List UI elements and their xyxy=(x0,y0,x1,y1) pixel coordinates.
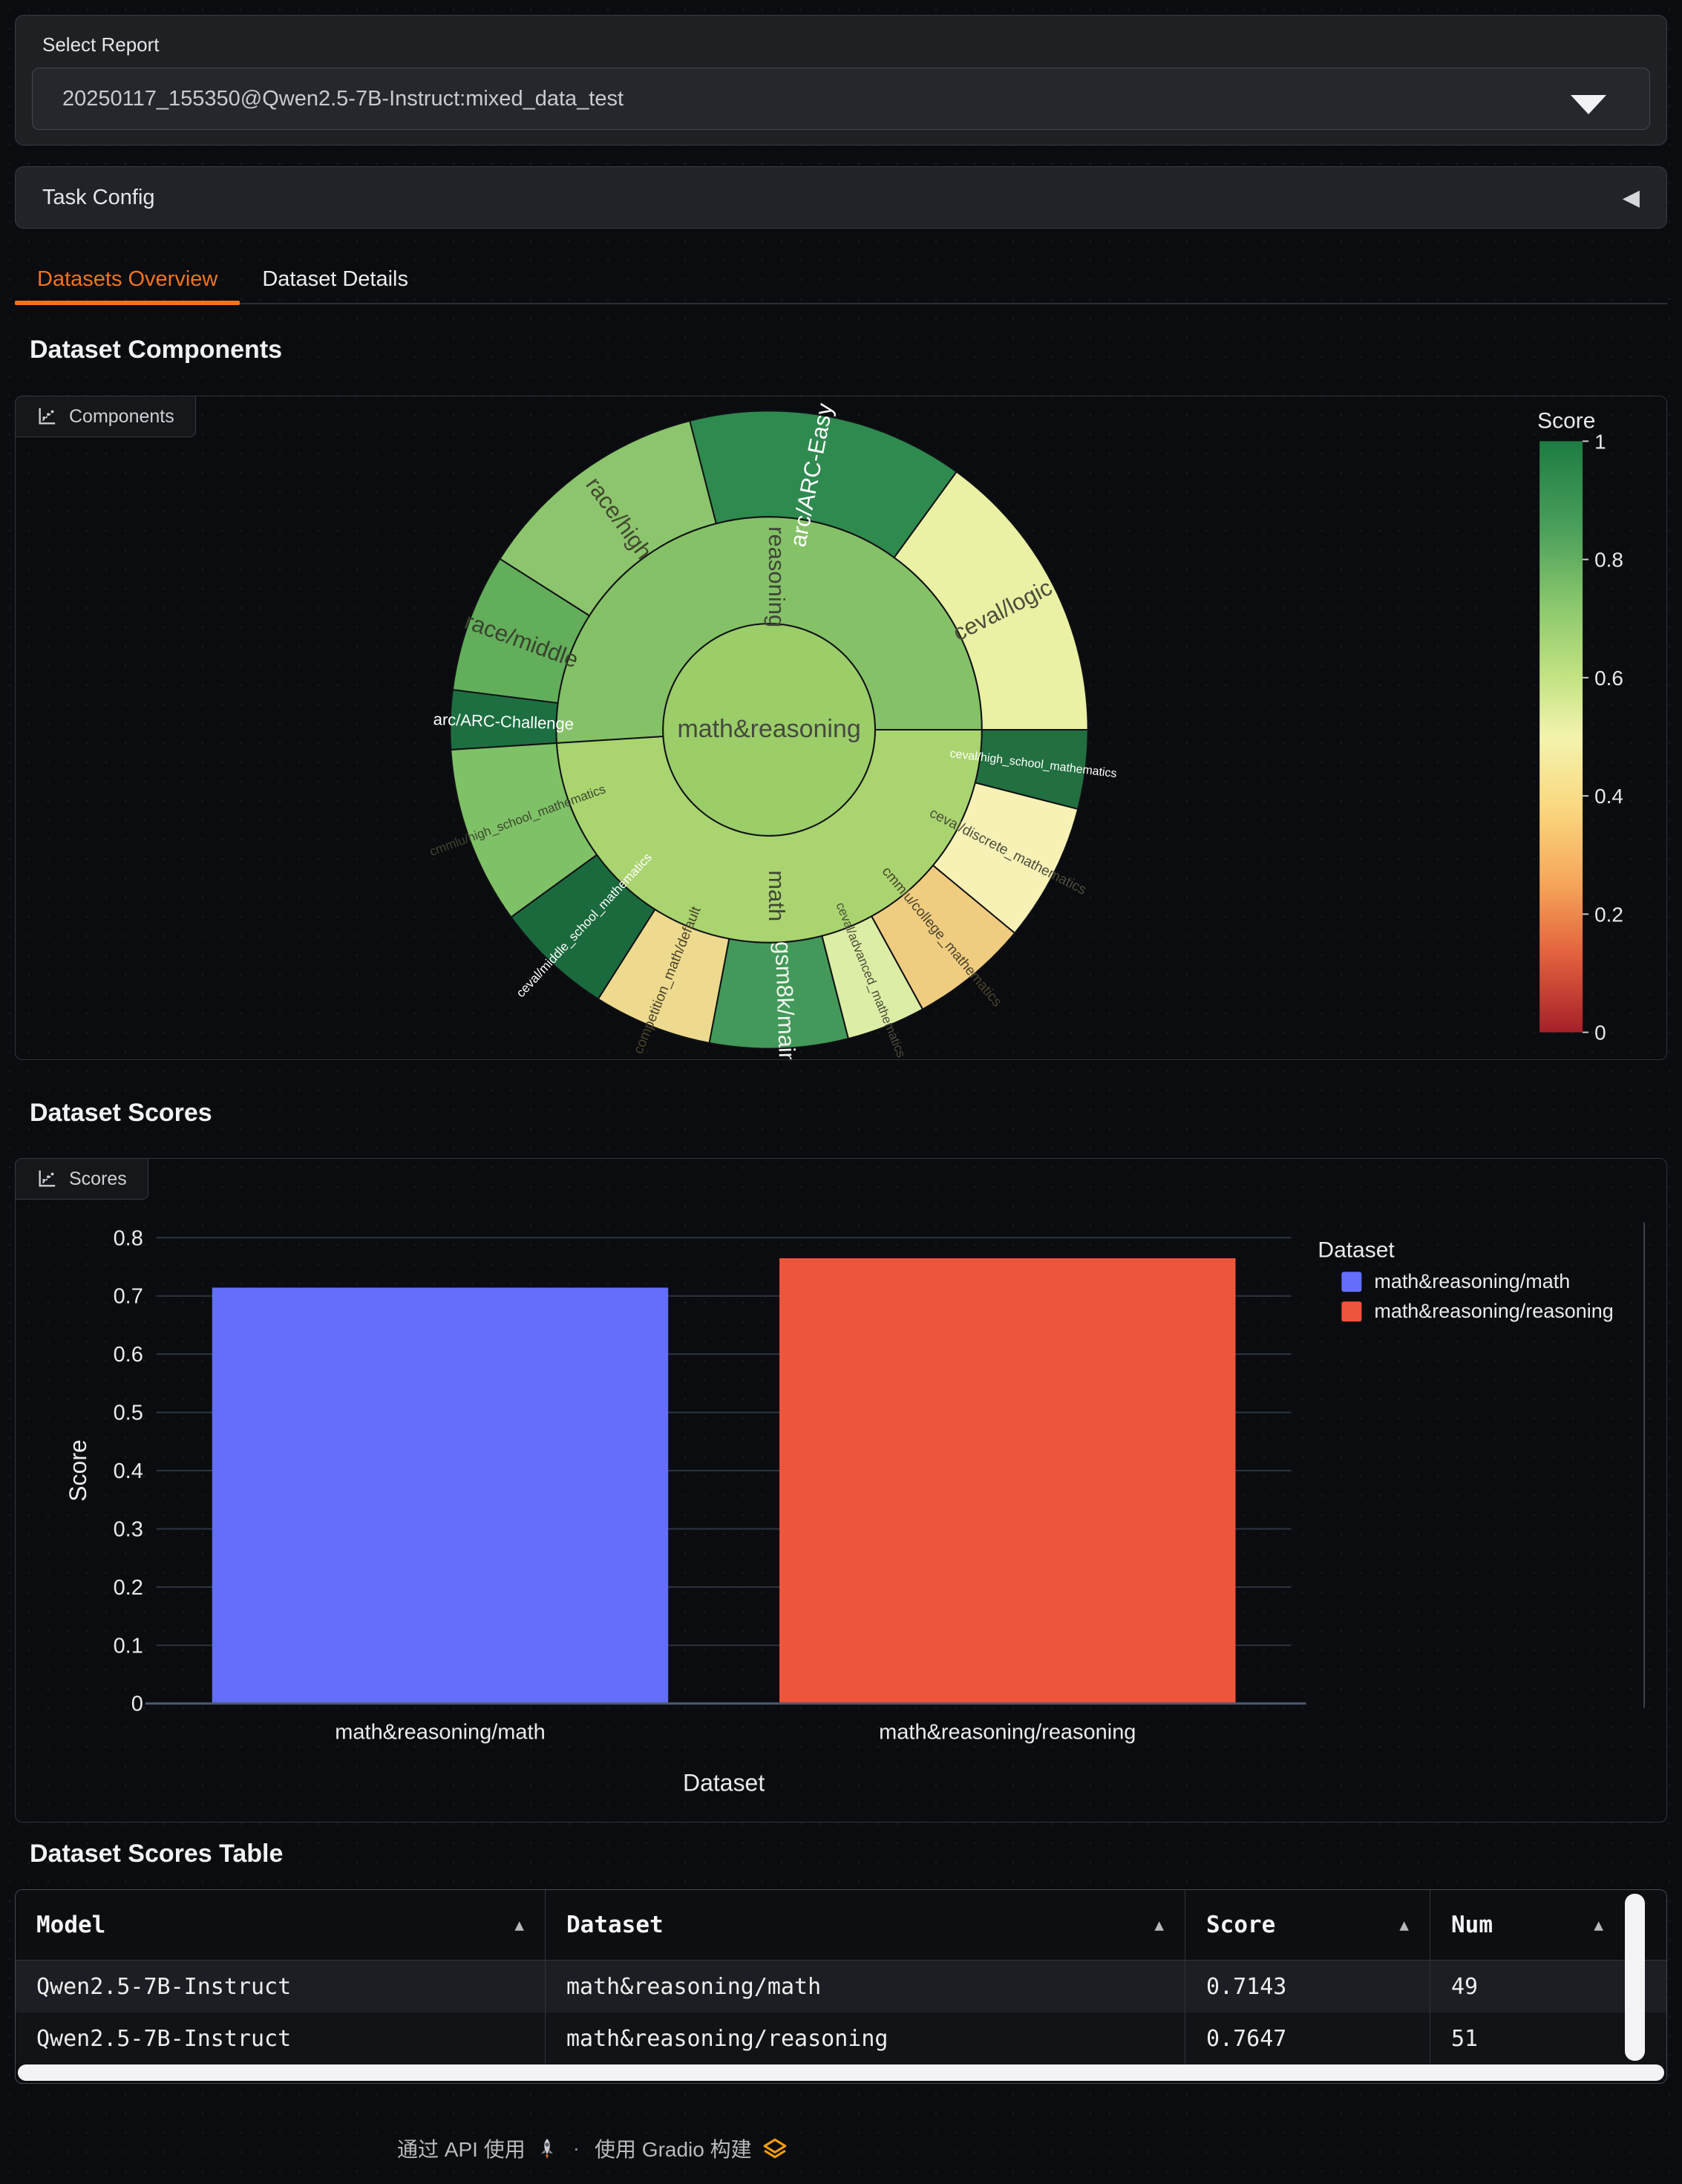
colorbar-tick-label: 1 xyxy=(1594,430,1606,453)
x-tick-label: math&reasoning/math xyxy=(335,1721,545,1745)
scores-tab-label: Scores xyxy=(69,1168,127,1189)
tab-bar: Datasets Overview Dataset Details xyxy=(15,258,1667,305)
table-cell: math&reasoning/reasoning xyxy=(545,2013,1185,2064)
built-with-gradio-link[interactable]: 使用 Gradio 构建 xyxy=(595,2138,752,2161)
table-cell: 49 xyxy=(1430,1961,1624,2013)
y-tick-label: 0.3 xyxy=(114,1517,143,1541)
colorbar xyxy=(1539,441,1583,1033)
scores-section-title: Dataset Scores xyxy=(30,1099,212,1127)
sunburst-segment-label: gsm8k/main xyxy=(770,941,800,1059)
bar-math&reasoning/math xyxy=(212,1287,669,1704)
colorbar-tick-label: 0.8 xyxy=(1594,549,1623,572)
task-config-accordion[interactable]: Task Config ◀ xyxy=(15,166,1667,229)
sunburst-ring-label: math xyxy=(764,870,790,921)
components-section-title: Dataset Components xyxy=(30,336,283,364)
y-axis-title: Score xyxy=(65,1439,91,1502)
table-section-title: Dataset Scores Table xyxy=(30,1840,284,1868)
legend-entry-label: math&reasoning/reasoning xyxy=(1374,1300,1613,1322)
sunburst-center-label: math&reasoning xyxy=(677,715,860,743)
vertical-scrollbar[interactable] xyxy=(1625,1894,1645,2061)
scores-chart-panel: Scores 0 0.1 0.2 0.3 0.4 0.5 0.6 0.7 0.8 Score mat… xyxy=(15,1158,1667,1822)
chart-icon xyxy=(39,1170,56,1187)
y-tick-label: 0.4 xyxy=(114,1459,143,1483)
legend-entry-label: math&reasoning/math xyxy=(1374,1270,1570,1292)
chevron-down-icon xyxy=(1571,95,1606,114)
table-cell: Qwen2.5-7B-Instruct xyxy=(16,2013,545,2064)
tab-datasets-overview[interactable]: Datasets Overview xyxy=(15,258,240,305)
task-config-label: Task Config xyxy=(42,185,155,209)
report-dropdown-value: 20250117_155350@Qwen2.5-7B-Instruct:mixe… xyxy=(62,86,624,111)
x-axis-title: Dataset xyxy=(683,1770,765,1796)
use-via-api-link[interactable]: 通过 API 使用 xyxy=(397,2138,526,2161)
horizontal-scrollbar[interactable] xyxy=(18,2064,1664,2081)
select-report-panel: Select Report 20250117_155350@Qwen2.5-7B… xyxy=(15,15,1667,146)
y-tick-label: 0.7 xyxy=(114,1285,143,1309)
scores-table: Model ▲ Dataset ▲ Score ▲ Num ▲ Qwen2.5-… xyxy=(15,1889,1667,2084)
column-header-num[interactable]: Num ▲ xyxy=(1430,1890,1624,1961)
sort-icon[interactable]: ▲ xyxy=(514,1916,524,1934)
scores-table-grid: Model ▲ Dataset ▲ Score ▲ Num ▲ Qwen2.5-… xyxy=(16,1890,1666,2064)
legend-swatch xyxy=(1341,1272,1362,1292)
column-header-model[interactable]: Model ▲ xyxy=(16,1890,545,1961)
table-cell: 0.7143 xyxy=(1185,1961,1430,2013)
rocket-icon xyxy=(540,2139,553,2159)
footer-separator: · xyxy=(572,2136,580,2160)
tab-dataset-details[interactable]: Dataset Details xyxy=(262,267,409,291)
chart-icon xyxy=(39,408,56,425)
y-tick-label: 0.1 xyxy=(114,1634,143,1658)
sunburst-center xyxy=(662,623,876,837)
bar-chart[interactable]: 0 0.1 0.2 0.3 0.4 0.5 0.6 0.7 0.8 Score math&reaso… xyxy=(16,1159,1666,1822)
gradio-footer: 通过 API 使用 · 使用 Gradio 构建 xyxy=(397,2132,788,2165)
sort-icon[interactable]: ▲ xyxy=(1399,1916,1409,1934)
column-header-score[interactable]: Score ▲ xyxy=(1185,1890,1430,1961)
colorbar-tick-label: 0 xyxy=(1594,1021,1606,1044)
colorbar-tick-label: 0.6 xyxy=(1594,667,1623,690)
gradio-logo-icon xyxy=(763,2138,787,2159)
x-tick-label: math&reasoning/reasoning xyxy=(879,1721,1136,1745)
y-tick-label: 0.2 xyxy=(114,1576,143,1600)
table-cell: 0.7647 xyxy=(1185,2013,1430,2064)
table-cell: Qwen2.5-7B-Instruct xyxy=(16,1961,545,2013)
bar-math&reasoning/reasoning xyxy=(779,1258,1236,1704)
components-chart-panel: Components math&reasoning reasoning math ce… xyxy=(15,396,1667,1060)
colorbar-title: Score xyxy=(1537,408,1595,433)
colorbar-tick-label: 0.4 xyxy=(1594,785,1623,808)
table-cell: math&reasoning/math xyxy=(545,1961,1185,2013)
column-header-dataset[interactable]: Dataset ▲ xyxy=(545,1890,1185,1961)
accordion-collapse-icon: ◀ xyxy=(1622,185,1640,210)
components-tab-button[interactable]: Components xyxy=(15,396,196,437)
sort-icon[interactable]: ▲ xyxy=(1154,1916,1164,1934)
y-tick-label: 0.6 xyxy=(114,1343,143,1367)
scores-tab-button[interactable]: Scores xyxy=(15,1158,148,1200)
report-dropdown[interactable]: 20250117_155350@Qwen2.5-7B-Instruct:mixe… xyxy=(32,68,1650,130)
sort-icon[interactable]: ▲ xyxy=(1594,1916,1603,1934)
select-report-label: Select Report xyxy=(42,33,160,56)
y-tick-label: 0 xyxy=(131,1693,143,1716)
sunburst-chart[interactable]: math&reasoningreasoningmathceval/logicar… xyxy=(16,396,1666,1059)
colorbar-tick-label: 0.2 xyxy=(1594,903,1623,926)
sunburst-segment-ceval/high_school_mathematics xyxy=(974,728,1089,811)
y-tick-label: 0.5 xyxy=(114,1402,143,1425)
legend-swatch xyxy=(1341,1301,1362,1322)
sunburst-ring-label: reasoning xyxy=(764,526,790,627)
components-tab-label: Components xyxy=(69,405,174,427)
table-cell: 51 xyxy=(1430,2013,1624,2064)
y-tick-label: 0.8 xyxy=(114,1226,143,1250)
legend-title: Dataset xyxy=(1318,1238,1395,1262)
